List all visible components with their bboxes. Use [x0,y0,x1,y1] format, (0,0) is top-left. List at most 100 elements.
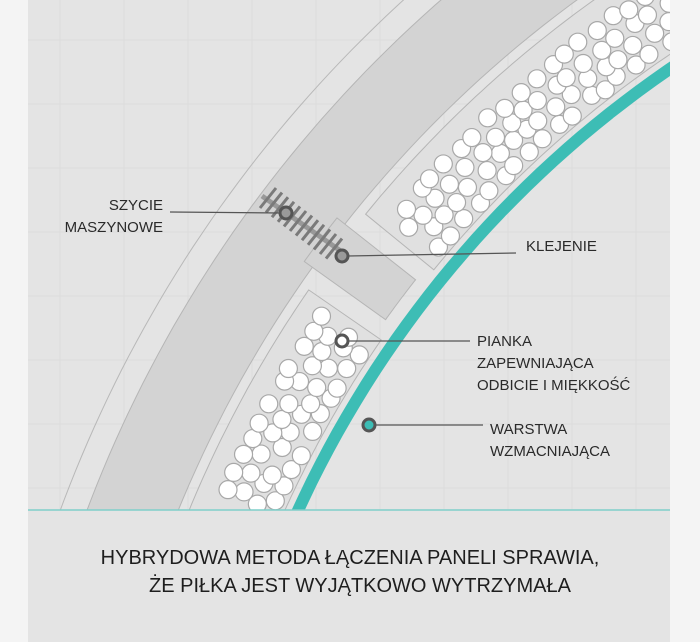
foam-bubble [639,44,659,64]
marker-stitching [278,205,294,221]
stitch [300,219,320,242]
foam-bubble [302,356,322,376]
foam-bubble [659,12,670,32]
label-stitching: SZYCIE MASZYNOWE [64,197,163,236]
foam-bubble [478,108,498,128]
foam-bubble [462,127,482,148]
foam-bubble [304,321,324,341]
foam-bubble [672,25,690,43]
foam-bubble [659,0,670,13]
foam-bubble [562,106,582,126]
label-gluing: KLEJENIE [526,238,597,255]
foam-bubble [301,394,321,414]
foam-bubble [263,423,283,443]
foam-bubble [434,205,454,225]
foam-bubble [528,111,548,131]
foam-bubble [662,32,670,52]
foam-bubble [587,20,607,41]
foam-bubble [546,97,566,117]
foam-bubble [527,90,547,111]
foam-bubble [645,23,665,43]
foam-bubble [428,237,449,257]
foam-bubble [349,345,369,365]
foam-bubble [218,480,238,500]
foam-bubble [504,156,524,176]
outer-cover-edge [59,0,405,510]
leader-lines [169,211,517,426]
foam-bubble [419,169,440,189]
stitch [318,233,338,255]
foam-bubble [637,5,658,25]
foam-bubble [532,129,552,149]
foam-bubble [425,188,445,208]
foam-bubble [490,143,510,163]
foam-bubble [224,462,244,482]
foam-bubble [511,83,531,103]
foam-bubble [454,209,474,229]
foam-bubble [440,226,461,246]
marker-foam [334,333,350,349]
label-foam: PIANKA ZAPEWNIAJĄCA ODBICIE I MIĘKKOŚĆ [477,333,631,394]
foam-bubble [495,98,515,118]
stitch [324,237,344,260]
foam-bubble [259,394,279,414]
foam-bubble [278,358,298,379]
foam-bubble [568,32,588,52]
foam-bubble [234,482,254,502]
foam-bubble [433,154,453,174]
foam-bubble [485,127,506,147]
foam-bubble [247,494,267,510]
foam-bubble [554,44,574,64]
label-reinforcement: WARSTWA WZMACNIAJĄCA [490,421,610,460]
foam-bubble [272,437,292,458]
foam-bubble [519,142,539,162]
foam-bubble [233,444,254,464]
foam-bubble [294,336,314,356]
foam-bubble [311,306,332,326]
foam-bubble [626,55,646,75]
foam-bubble [605,28,625,48]
foam-bubble [262,465,282,485]
stitch [270,196,290,219]
foam-bubble [592,40,612,60]
foam-bubble [279,394,299,414]
reinforcement-layer [291,61,670,510]
foam-bubble [623,35,643,56]
stitch [312,228,332,251]
foam-bubble [527,69,547,89]
foam-bubble [396,199,417,219]
stitch [258,187,278,209]
marker-reinforcement [361,417,377,433]
foam-bubble [673,4,691,22]
caption-line-1: HYBRYDOWA METODA ŁĄCZENIA PANELI SPRAWIA… [100,547,600,569]
stitch [306,223,326,246]
foam-bubble [479,181,499,201]
foam-bubble [327,378,347,398]
stitch [294,214,314,237]
foam-bubble [303,421,323,442]
foam-bubble [473,143,493,163]
foam-bubble [413,205,433,225]
foam-bubble [439,174,460,194]
foam-bubble [636,0,654,7]
outer-panel-layer [86,0,578,510]
foam-bubble [619,0,639,20]
foam-bubble [272,409,292,430]
foam-bubble [446,192,467,213]
foam-bubble [318,358,338,378]
foam-bubble [608,50,628,70]
markers [278,205,377,433]
foam-bubble [241,463,261,483]
foam-bubble [595,80,615,100]
stitch [288,210,308,232]
foam-bubble [281,460,301,480]
foam-bubble [291,446,311,466]
foam-bubble [249,413,269,433]
foam-bubble [399,217,419,237]
caption-line-2: ŻE PIŁKA JEST WYJĄTKOWO WYTRZYMAŁA [149,575,571,597]
foam-bubble [693,0,700,12]
foam-bubbles [218,0,700,510]
stitch [264,191,284,214]
foam-bubble [337,358,357,379]
